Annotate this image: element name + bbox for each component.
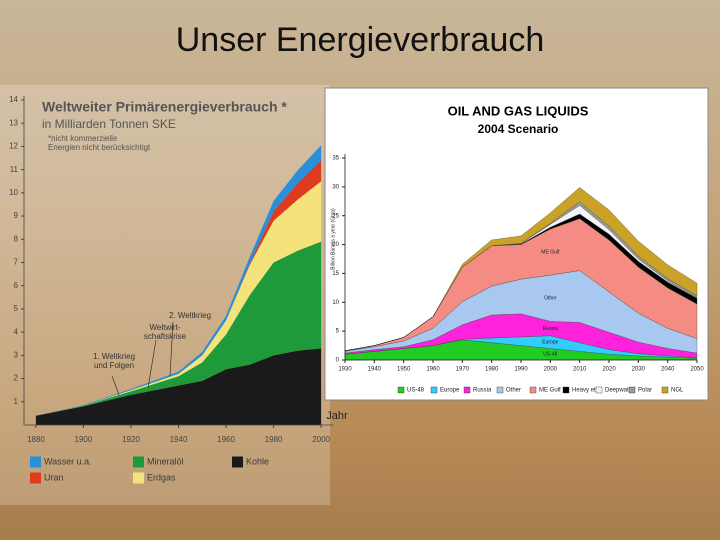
legend-label: Deepwater [605, 388, 634, 394]
chart-title: OIL AND GAS LIQUIDS [448, 103, 589, 118]
legend-swatch [529, 386, 537, 394]
x-tick-label: 2040 [661, 367, 675, 373]
slide-title: Unser Energieverbrauch [176, 21, 545, 59]
legend-swatch [496, 386, 504, 394]
chart-subtitle: in Milliarden Tonnen SKE [42, 117, 176, 131]
y-tick-label: 1 [14, 397, 19, 406]
area-label: ME Gulf [541, 249, 560, 255]
legend-swatch [628, 386, 636, 394]
y-tick-label: 4 [14, 327, 19, 336]
x-tick-label: 2020 [602, 367, 616, 373]
y-tick-label: 8 [14, 234, 19, 243]
y-tick-label: 5 [336, 329, 340, 335]
x-tick-label: 2030 [632, 367, 646, 373]
y-tick-label: 30 [332, 184, 339, 190]
chart-subtitle: 2004 Scenario [478, 122, 559, 136]
y-tick-label: 12 [9, 142, 18, 151]
x-tick-label: 1900 [75, 435, 93, 444]
y-tick-label: 6 [14, 281, 19, 290]
y-tick-label: 10 [9, 188, 18, 197]
legend-label: Heavy etc. [572, 388, 601, 394]
x-tick-label: 1990 [514, 367, 528, 373]
y-tick-label: 13 [9, 118, 18, 127]
x-tick-label: 1950 [397, 367, 411, 373]
legend-swatch [232, 456, 243, 468]
x-tick-label: 1970 [456, 367, 470, 373]
area-label: Other [544, 296, 557, 302]
annotation: und Folgen [94, 361, 134, 370]
chart-title: Weltweiter Primärenergieverbrauch * [42, 99, 287, 115]
x-tick-label: 1960 [217, 435, 235, 444]
area [344, 187, 698, 351]
area-label: Europe [542, 339, 558, 345]
annotation: Weltwirt- [150, 323, 181, 332]
area [35, 181, 322, 416]
annotation: 1. Weltkrieg [93, 352, 135, 361]
x-tick-label: 1980 [485, 367, 499, 373]
annotation-arrow [111, 375, 120, 396]
legend-label: Kohle [246, 456, 269, 466]
legend-label: Europe [440, 388, 460, 394]
x-tick-label: 1930 [338, 367, 352, 373]
legend-label: Polar [638, 388, 652, 394]
y-tick-label: 11 [10, 165, 19, 174]
y-tick-label: 35 [332, 156, 339, 162]
legend-swatch [133, 456, 144, 468]
legend-swatch [661, 386, 669, 394]
legend-label: Other [506, 388, 521, 394]
legend-label: US-48 [407, 388, 425, 394]
y-tick-label: 20 [332, 242, 339, 248]
x-tick-label: 1880 [27, 435, 45, 444]
x-tick-label: 2010 [573, 367, 587, 373]
legend-label: Uran [44, 472, 64, 482]
legend-swatch [133, 472, 144, 484]
legend-swatch [463, 386, 471, 394]
x-tick-label: 1960 [426, 367, 440, 373]
y-tick-label: 25 [332, 213, 339, 219]
y-tick-label: 10 [332, 300, 339, 306]
y-tick-label: 2 [14, 374, 19, 383]
area-label: US-48 [543, 352, 557, 358]
legend-swatch [30, 472, 41, 484]
legend-label: Mineralöl [147, 456, 184, 466]
legend-swatch [397, 386, 405, 394]
legend-label: Erdgas [147, 472, 176, 482]
legend-swatch [30, 456, 41, 468]
x-tick-label: 2000 [312, 435, 330, 444]
annotation: schaftskrise [144, 332, 187, 341]
x-tick-label: 1980 [265, 435, 283, 444]
x-tick-label: 1940 [170, 435, 188, 444]
area [35, 241, 322, 416]
note: *nicht kommerzielle [48, 134, 118, 143]
x-tick-label: 2000 [544, 367, 558, 373]
x-axis-label: Jahr [326, 410, 348, 422]
note: Energien nicht berücksichtigt [48, 143, 151, 152]
y-axis-label: Billion Barrels a year (Gb/a) [330, 208, 336, 270]
legend-swatch [562, 386, 570, 394]
x-tick-label: 2050 [690, 367, 704, 373]
y-tick-label: 0 [336, 358, 340, 364]
y-tick-label: 9 [14, 211, 19, 220]
legend-swatch [595, 386, 603, 394]
x-tick-label: 1920 [122, 435, 140, 444]
area-label: Russia [543, 326, 559, 332]
legend-label: Russia [473, 388, 492, 394]
legend-label: Wasser u.a. [44, 456, 92, 466]
annotation-arrow [169, 321, 174, 377]
y-tick-label: 15 [332, 271, 339, 277]
x-tick-label: 1940 [368, 367, 382, 373]
annotation-arrow [147, 339, 157, 389]
legend-label: NGL [671, 388, 684, 394]
area [35, 348, 322, 425]
y-tick-label: 14 [9, 95, 18, 104]
y-tick-label: 7 [14, 258, 19, 267]
annotation: 2. Weltkrieg [169, 311, 211, 320]
legend-swatch [430, 386, 438, 394]
legend-label: ME Gulf [539, 388, 561, 394]
y-tick-label: 3 [14, 350, 19, 359]
y-tick-label: 5 [14, 304, 19, 313]
